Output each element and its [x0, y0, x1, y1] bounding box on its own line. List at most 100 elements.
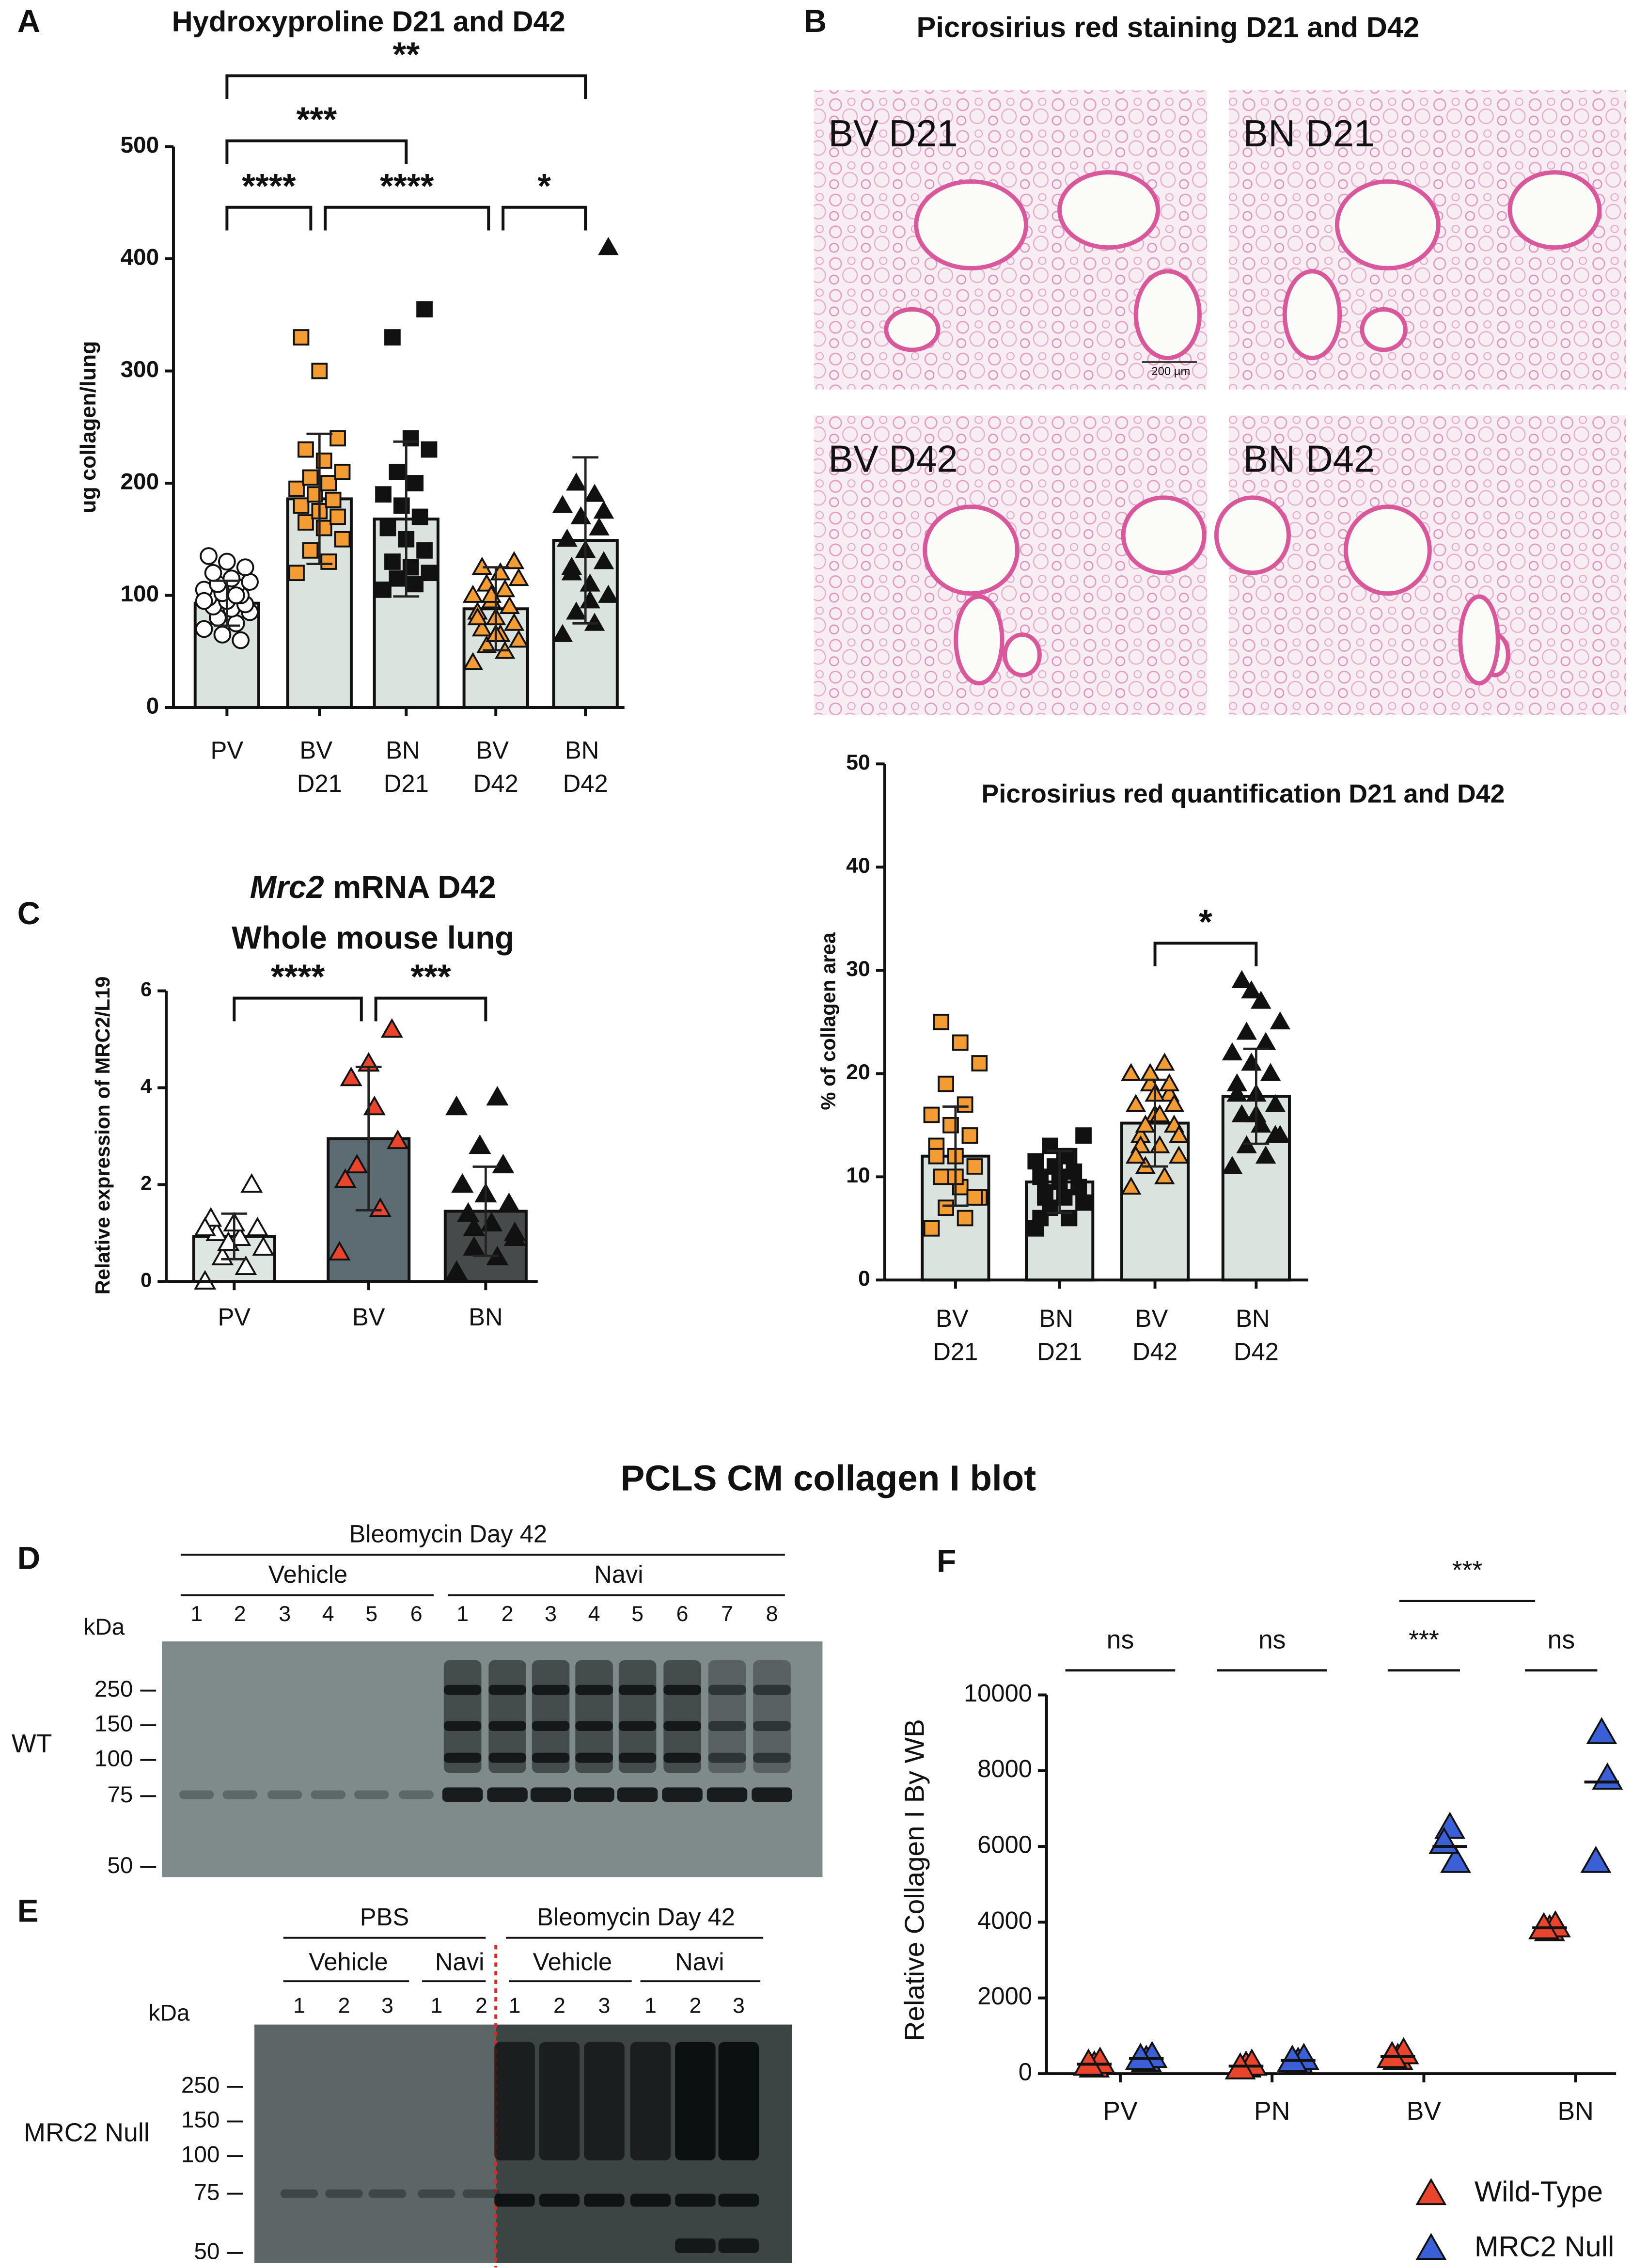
x-tick-label: PN — [1254, 2096, 1290, 2126]
data-point — [492, 1153, 515, 1174]
data-point — [375, 582, 392, 598]
blot-label: Vehicle — [309, 1948, 388, 1976]
blot-band — [753, 1685, 791, 1695]
data-point — [1027, 1153, 1044, 1170]
blot-label: 250 — [181, 2073, 220, 2098]
data-point — [1120, 1063, 1142, 1081]
error-bar — [472, 1166, 499, 1257]
y-tick-label: 40 — [846, 853, 870, 878]
blot-label: Navi — [675, 1948, 724, 1976]
data-point — [246, 1216, 269, 1237]
data-point — [1032, 1168, 1049, 1185]
blot-title: PCLS CM collagen I blot — [621, 1458, 1036, 1498]
blot-label: 100 — [94, 1746, 133, 1771]
blot-band — [354, 1790, 389, 1799]
blot-band — [575, 1721, 613, 1732]
y-tick-label: 4000 — [977, 1906, 1032, 1934]
data-point — [499, 596, 520, 614]
data-point — [340, 1066, 362, 1087]
data-point — [204, 564, 222, 582]
blot-label: 2 — [502, 1602, 514, 1626]
data-point — [1066, 1163, 1083, 1180]
blot-band — [443, 1752, 482, 1763]
y-tick-label: 300 — [121, 357, 159, 382]
blot-label: 8 — [766, 1602, 778, 1626]
y-tick-label: 500 — [121, 132, 159, 158]
blot-label: 1 — [456, 1602, 469, 1626]
blot-band — [663, 1685, 701, 1695]
data-point — [240, 1173, 263, 1193]
data-point — [1376, 2041, 1408, 2068]
y-axis-label: % of collagen area — [816, 932, 839, 1110]
data-point — [467, 607, 488, 626]
data-point — [311, 362, 328, 379]
y-tick-label: 0 — [1019, 2058, 1032, 2085]
x-tick-label: BN D21 — [1037, 1305, 1082, 1365]
blot-band — [575, 1752, 613, 1763]
micrograph-label: BV D21 — [828, 113, 957, 155]
y-tick-label: 4 — [141, 1075, 152, 1098]
significance-bracket — [374, 996, 487, 1022]
data-point — [288, 565, 305, 582]
blot-band — [488, 1721, 526, 1732]
data-point — [1270, 1011, 1291, 1030]
legend-label: Wild-Type — [1475, 2175, 1603, 2207]
x-tick-label: BV D21 — [297, 737, 342, 797]
y-axis-label: Relative Collagen I By WB — [899, 1719, 930, 2041]
significance-label: ns — [1547, 1625, 1575, 1654]
airway — [1282, 269, 1342, 361]
data-point — [1226, 1084, 1248, 1102]
blot-band — [280, 2189, 318, 2198]
data-point — [923, 1220, 940, 1237]
data-point — [227, 586, 245, 604]
legend-label: MRC2 Null — [1475, 2230, 1614, 2263]
blot-label: 5 — [631, 1602, 643, 1626]
data-point — [1125, 1145, 1146, 1164]
blot-band — [753, 1752, 791, 1763]
data-point — [471, 618, 493, 637]
blot-label: 4 — [322, 1602, 334, 1626]
data-point — [345, 1153, 368, 1174]
airway — [1133, 269, 1202, 361]
data-point — [508, 567, 529, 586]
x-tick-label: PV — [1103, 2096, 1138, 2126]
data-point — [195, 592, 213, 610]
blot-band — [311, 1790, 345, 1799]
data-point — [1135, 1114, 1156, 1133]
blot-band — [630, 2193, 671, 2207]
data-point — [1042, 1137, 1058, 1154]
data-point — [1231, 1104, 1252, 1122]
blot-band — [368, 2189, 407, 2198]
data-point — [218, 552, 236, 571]
y-tick-label: 0 — [858, 1266, 870, 1291]
blot-label: 50 — [194, 2239, 220, 2265]
data-point — [386, 1129, 409, 1150]
blot-label: 2 — [338, 1994, 350, 2018]
y-axis-label: ug collagen/lung — [76, 341, 100, 513]
data-point — [445, 1260, 468, 1280]
data-point — [593, 551, 614, 569]
blot-band — [675, 2238, 716, 2253]
data-point — [325, 491, 342, 508]
error-bar — [1046, 1150, 1073, 1214]
data-point — [1154, 1166, 1175, 1184]
data-point — [407, 576, 424, 593]
airway — [914, 179, 1028, 271]
data-point — [200, 547, 218, 565]
y-tick-label: 100 — [121, 581, 159, 607]
blot-band — [494, 2042, 535, 2161]
data-point — [1037, 1189, 1053, 1206]
significance-label: ns — [1107, 1625, 1134, 1654]
data-point — [503, 613, 525, 631]
panel-letter: A — [17, 3, 40, 39]
data-point — [928, 1148, 945, 1165]
blot-label: 100 — [181, 2142, 220, 2168]
data-point — [566, 472, 587, 491]
y-tick-label: 0 — [146, 693, 159, 719]
data-point — [1241, 980, 1262, 999]
panel-letter: E — [17, 1893, 39, 1928]
blot-label: 4 — [588, 1602, 600, 1626]
data-point — [598, 584, 619, 603]
data-point — [1222, 1042, 1243, 1061]
blot-band — [462, 2189, 501, 2198]
